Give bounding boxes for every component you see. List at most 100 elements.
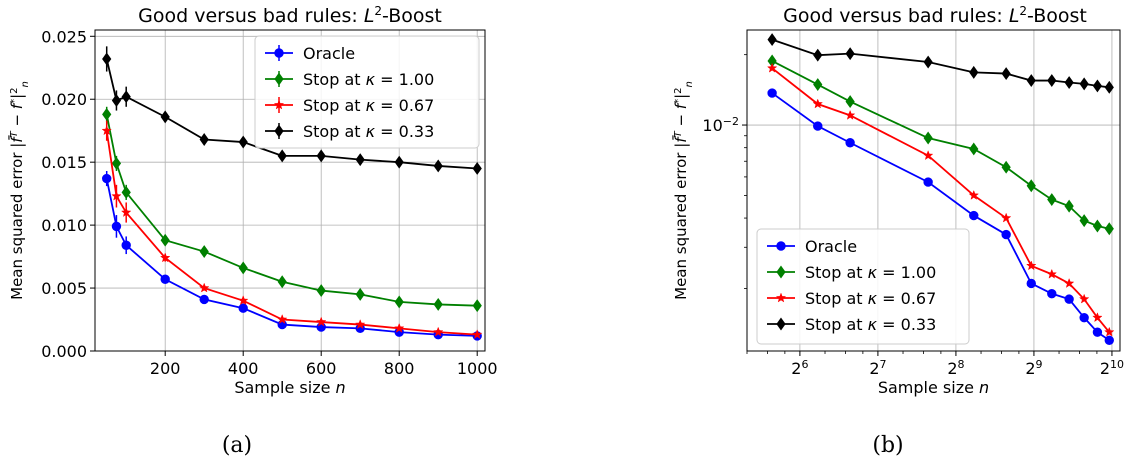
data-point <box>199 245 209 259</box>
data-point <box>238 261 248 275</box>
y-tick-label: 0.005 <box>41 279 87 298</box>
legend-marker <box>273 99 285 110</box>
data-point <box>1092 312 1103 323</box>
data-point <box>355 153 365 167</box>
y-axis-label: Mean squared error |f̄T − f*|2n <box>7 81 30 300</box>
data-point <box>1079 214 1089 228</box>
series-stop-at-0-67 <box>766 62 1115 337</box>
y-tick-label: 10−2 <box>702 115 739 136</box>
data-point <box>767 88 777 98</box>
plot-frame <box>746 29 1121 352</box>
legend-marker <box>776 265 786 279</box>
y-axis-label: Mean squared error |f̄T − f*|2n <box>671 81 694 300</box>
series-stop-at-1-00 <box>767 54 1114 236</box>
data-point <box>394 295 404 309</box>
data-point <box>393 322 405 333</box>
data-point <box>923 177 933 187</box>
legend-label: Stop at κ = 0.33 <box>805 315 936 334</box>
chart-title: Good versus bad rules: L2-Boost <box>783 4 1087 27</box>
data-point <box>432 326 444 337</box>
legend-marker <box>274 124 284 138</box>
legend: Oracle Stop at κ = 1.00 Stop at κ = 0.67 St… <box>756 228 970 345</box>
data-point <box>160 233 170 247</box>
data-point <box>923 131 933 145</box>
series-oracle <box>767 88 1114 346</box>
data-point <box>1026 260 1037 271</box>
data-point <box>1047 74 1057 88</box>
y-tick-label: 0.015 <box>41 153 87 172</box>
data-point <box>472 299 482 313</box>
data-point <box>922 150 934 161</box>
data-point <box>1000 212 1012 223</box>
y-tick-label: 0.020 <box>41 90 87 109</box>
data-point <box>1092 327 1103 337</box>
data-point <box>969 65 979 79</box>
chart-title: Good versus bad rules: L2-Boost <box>138 4 442 27</box>
data-point <box>121 185 131 199</box>
x-tick-label: 26 <box>791 358 808 379</box>
data-point <box>1001 229 1011 240</box>
legend-marker <box>274 72 284 86</box>
series-line <box>771 38 1110 89</box>
x-tick-label: 210 <box>1100 358 1124 379</box>
data-point <box>238 303 248 313</box>
legend-marker <box>274 48 284 58</box>
data-point <box>1001 67 1011 81</box>
data-point <box>102 173 112 184</box>
data-point <box>355 287 365 301</box>
data-point <box>198 282 210 293</box>
data-point <box>111 190 122 201</box>
data-point <box>315 316 327 327</box>
data-point <box>1064 76 1074 89</box>
data-point <box>121 90 131 104</box>
data-point <box>433 159 443 173</box>
data-point <box>1047 288 1057 299</box>
data-point <box>160 274 170 284</box>
panel-caption: (a) <box>222 433 252 458</box>
x-tick-label: 600 <box>306 359 337 378</box>
legend-box <box>254 35 480 149</box>
data-point <box>472 162 482 175</box>
y-tick-label: 0.025 <box>41 27 87 46</box>
legend-label: Oracle <box>805 237 857 256</box>
legend-marker <box>776 317 786 331</box>
data-point <box>1001 160 1011 174</box>
data-point <box>969 142 979 156</box>
data-point <box>111 94 122 107</box>
x-tick-label: 28 <box>947 358 964 379</box>
legend-label: Stop at κ = 1.00 <box>805 263 936 282</box>
data-point <box>316 149 326 163</box>
data-point <box>1064 294 1074 304</box>
legend-label: Oracle <box>303 44 355 63</box>
data-point <box>813 121 823 131</box>
data-point <box>845 138 855 148</box>
legend-label: Stop at κ = 0.33 <box>303 122 434 141</box>
data-point <box>101 125 112 136</box>
data-point <box>111 221 122 232</box>
data-point <box>844 109 856 120</box>
data-point <box>199 133 209 146</box>
series-stop-at-0-67 <box>101 120 483 340</box>
legend-marker <box>775 292 787 303</box>
data-point <box>277 275 287 289</box>
y-tick-label: 0.010 <box>41 216 87 235</box>
legend-label: Stop at κ = 0.67 <box>805 289 936 308</box>
data-point <box>160 110 170 124</box>
data-point <box>1092 219 1103 233</box>
chart-panel-a: 200 400 600 800 1000 0.000 0.005 0.010 0.015 0.02… <box>41 27 497 458</box>
data-point <box>102 107 112 121</box>
x-axis-label: Sample size n <box>234 378 345 397</box>
y-tick-label: 0.000 <box>41 342 87 361</box>
series-stop-at-1-00 <box>102 106 482 313</box>
data-point <box>1079 312 1089 323</box>
data-point <box>238 135 248 149</box>
x-axis-label: Sample size n <box>878 378 989 397</box>
data-point <box>354 319 366 330</box>
x-tick-label: 200 <box>150 359 181 378</box>
data-point <box>1026 74 1036 88</box>
data-point <box>433 297 443 311</box>
series-line <box>105 114 478 307</box>
series-line <box>771 60 1110 230</box>
data-point <box>813 48 823 62</box>
